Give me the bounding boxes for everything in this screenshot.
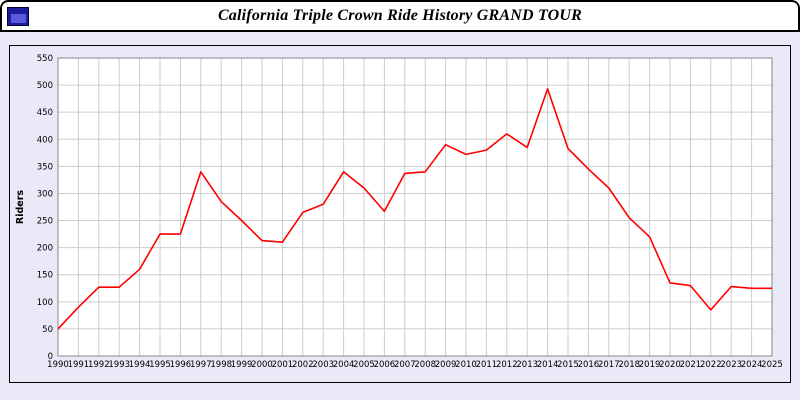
page-title: California Triple Crown Ride History GRA… [217, 7, 583, 24]
plot-area [58, 58, 772, 356]
y-tick-label: 100 [37, 298, 53, 308]
x-tick-label: 2016 [578, 360, 600, 370]
x-tick-label: 1990 [47, 360, 69, 370]
y-tick-label: 250 [37, 217, 53, 227]
x-tick-label: 1998 [210, 360, 232, 370]
x-tick-label: 2018 [618, 360, 640, 370]
line-chart: 1990199119921993199419951996199719981999… [15, 54, 783, 370]
x-tick-label: 1996 [170, 360, 192, 370]
x-tick-label: 2003 [312, 360, 334, 370]
y-tick-label: 200 [37, 244, 53, 254]
plot-frame [57, 57, 773, 357]
x-tick-label: 1997 [190, 360, 212, 370]
x-tick-label: 2024 [741, 360, 763, 370]
x-tick-label: 2022 [700, 360, 722, 370]
chart-panel: 1990 1991 1992 1993 1994 1995 1996 1997 1998 1999… [9, 45, 791, 383]
x-tick-label: 2008 [414, 360, 436, 370]
title-bar: California Triple Crown Ride History GRA… [0, 0, 800, 32]
x-tick-label: 2015 [557, 360, 579, 370]
window-icon [7, 6, 29, 26]
x-tick-label: 2007 [394, 360, 416, 370]
x-tick-label: 1993 [108, 360, 130, 370]
x-tick-label: 2021 [680, 360, 702, 370]
x-tick-label: 2025 [761, 360, 783, 370]
x-tick-label: 2001 [272, 360, 294, 370]
x-tick-label: 2014 [537, 360, 559, 370]
y-tick-label: 500 [37, 81, 53, 91]
y-tick-label: 50 [42, 325, 53, 335]
x-tick-label: 2005 [353, 360, 375, 370]
y-tick-label: 300 [37, 189, 53, 199]
series-line [57, 88, 772, 330]
x-tick-label: 2004 [333, 360, 355, 370]
x-tick-label: 2011 [476, 360, 498, 370]
x-tick-label: 2012 [496, 360, 518, 370]
x-tick-label: 2002 [292, 360, 314, 370]
x-tick-label: 2010 [455, 360, 477, 370]
x-tick-label: 2000 [251, 360, 273, 370]
x-tick-label: 2006 [374, 360, 396, 370]
x-tick-label: 2020 [659, 360, 681, 370]
y-tick-label: 350 [37, 162, 53, 172]
y-tick-label: 0 [48, 352, 53, 362]
y-tick-label: 550 [37, 54, 53, 64]
y-axis-label: Riders [15, 190, 26, 225]
x-tick-label: 2017 [598, 360, 620, 370]
y-tick-label: 150 [37, 271, 53, 281]
x-tick-label: 2013 [516, 360, 538, 370]
x-tick-label: 1994 [129, 360, 151, 370]
x-tick-label: 2009 [435, 360, 457, 370]
x-tick-label: 1992 [88, 360, 110, 370]
x-tick-label: 1991 [68, 360, 90, 370]
x-tick-label: 1995 [149, 360, 171, 370]
x-tick-label: 1999 [231, 360, 253, 370]
x-tick-label: 2023 [720, 360, 742, 370]
x-tick-label: 2019 [639, 360, 661, 370]
y-tick-label: 400 [37, 135, 53, 145]
y-tick-label: 450 [37, 108, 53, 118]
